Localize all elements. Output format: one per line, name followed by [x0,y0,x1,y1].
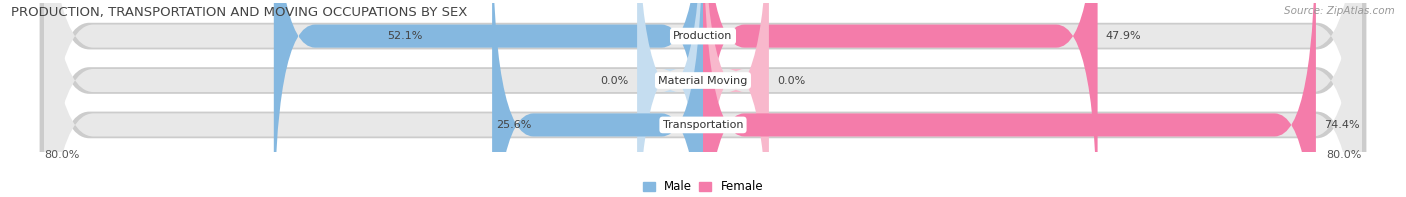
FancyBboxPatch shape [274,0,703,197]
Text: 80.0%: 80.0% [1327,150,1362,160]
FancyBboxPatch shape [703,0,1316,197]
Text: 80.0%: 80.0% [44,150,79,160]
FancyBboxPatch shape [703,0,1098,197]
Text: 0.0%: 0.0% [600,75,628,85]
FancyBboxPatch shape [39,0,1367,197]
Text: 47.9%: 47.9% [1107,31,1142,41]
FancyBboxPatch shape [44,0,1362,197]
Text: PRODUCTION, TRANSPORTATION AND MOVING OCCUPATIONS BY SEX: PRODUCTION, TRANSPORTATION AND MOVING OC… [11,6,468,19]
Text: 74.4%: 74.4% [1324,120,1360,130]
FancyBboxPatch shape [44,0,1362,197]
Legend: Male, Female: Male, Female [643,180,763,193]
Text: 0.0%: 0.0% [778,75,806,85]
FancyBboxPatch shape [39,0,1367,197]
Text: Transportation: Transportation [662,120,744,130]
Text: 52.1%: 52.1% [387,31,422,41]
FancyBboxPatch shape [637,0,703,197]
FancyBboxPatch shape [492,0,703,197]
FancyBboxPatch shape [39,0,1367,197]
Text: Source: ZipAtlas.com: Source: ZipAtlas.com [1284,6,1395,16]
Text: 25.6%: 25.6% [496,120,531,130]
Text: Material Moving: Material Moving [658,75,748,85]
FancyBboxPatch shape [44,0,1362,197]
Text: Production: Production [673,31,733,41]
FancyBboxPatch shape [703,0,769,197]
